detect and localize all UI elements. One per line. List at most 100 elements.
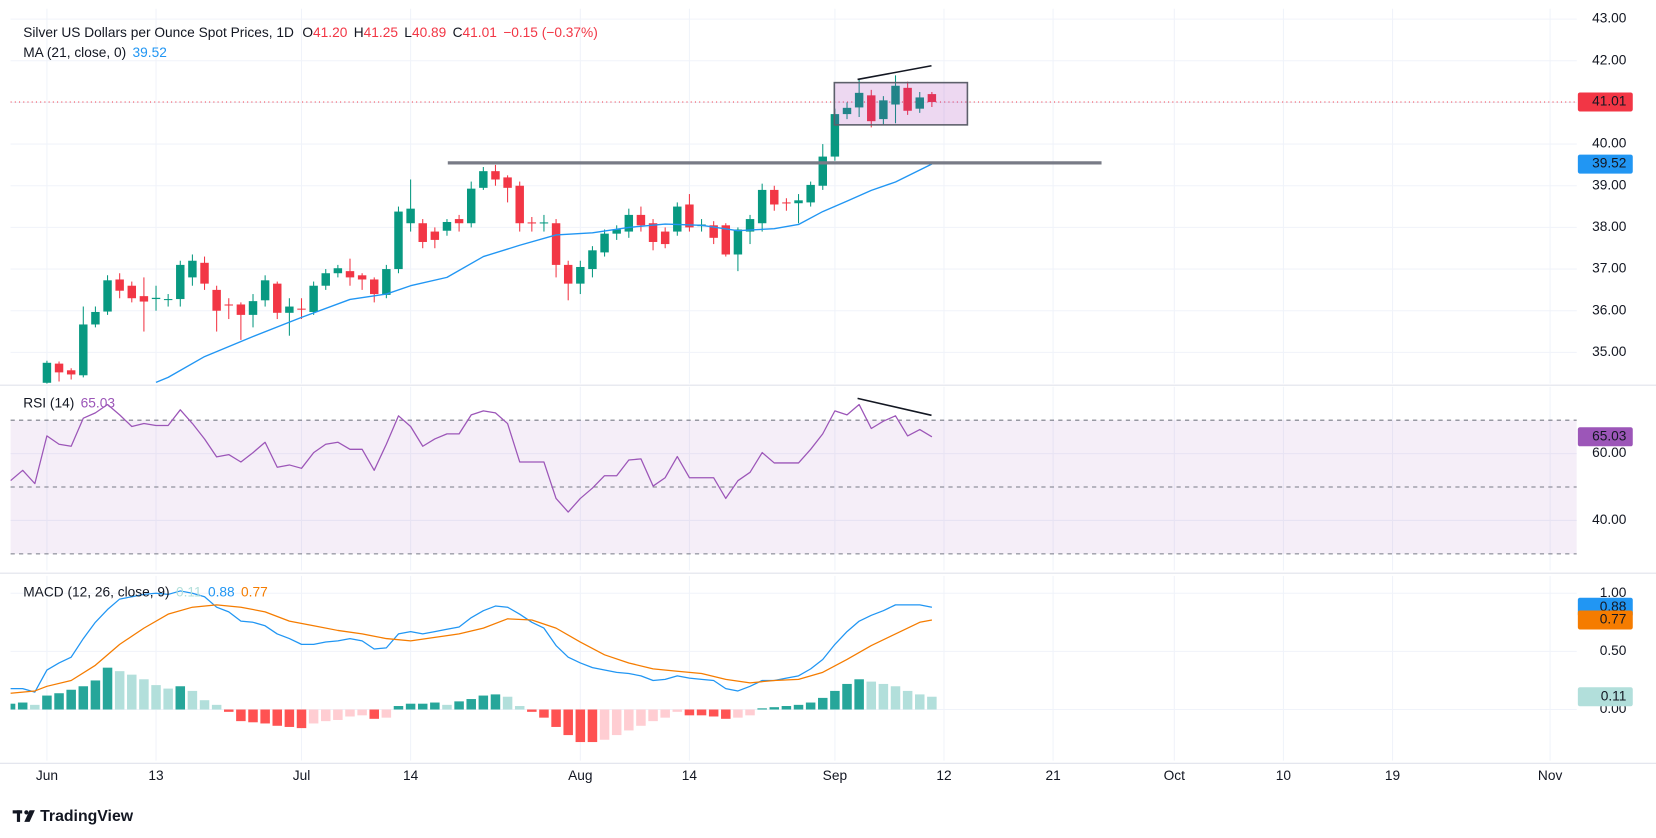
candle-body bbox=[321, 273, 330, 286]
histogram-bar bbox=[866, 681, 877, 710]
histogram-bar bbox=[90, 680, 101, 710]
ma-line bbox=[155, 163, 933, 383]
legend-name: MA (21, close, 0) bbox=[23, 45, 126, 60]
histogram-bar bbox=[563, 709, 573, 736]
histogram-bar bbox=[30, 704, 40, 710]
histogram-bar bbox=[66, 689, 76, 710]
histogram-bar bbox=[417, 703, 428, 710]
x-tick-label: Jul bbox=[293, 768, 311, 783]
histogram-bar bbox=[224, 709, 234, 712]
histogram-bar bbox=[466, 699, 476, 710]
y-tick-label: 37.00 bbox=[1592, 261, 1627, 276]
histogram-bar bbox=[369, 709, 379, 719]
histogram-bar bbox=[284, 709, 295, 727]
histogram-bar bbox=[502, 696, 513, 710]
y-tick-label: 40.00 bbox=[1592, 512, 1627, 527]
brand: TradingView bbox=[40, 808, 134, 825]
candle-body bbox=[721, 225, 731, 255]
x-tick-label: Jun bbox=[36, 768, 58, 783]
y-tick-label: 60.00 bbox=[1592, 445, 1627, 460]
y-tick-label: 39.00 bbox=[1592, 177, 1627, 192]
candle-body bbox=[103, 280, 112, 312]
histogram-bar bbox=[333, 709, 343, 720]
legend-value: 0.88 bbox=[208, 584, 235, 599]
histogram-bar bbox=[781, 706, 792, 710]
legend-name: MACD (12, 26, close, 9) bbox=[23, 584, 169, 599]
candle-body bbox=[903, 87, 912, 111]
symbol-title: Silver US Dollars per Ounce Spot Prices,… bbox=[23, 25, 294, 40]
candle-body bbox=[394, 211, 403, 270]
value-badge bbox=[1577, 154, 1633, 174]
candle-body bbox=[309, 285, 318, 312]
candle-body bbox=[188, 260, 197, 278]
value-badge bbox=[1577, 92, 1633, 112]
histogram-bar bbox=[818, 697, 828, 710]
histogram-bar bbox=[696, 709, 707, 716]
ohlc-label: L bbox=[404, 25, 412, 40]
x-tick-label: Sep bbox=[823, 768, 848, 783]
candle-body bbox=[345, 271, 355, 278]
histogram-bar bbox=[405, 703, 416, 710]
ohlc-label: C bbox=[453, 25, 463, 40]
histogram-bar bbox=[721, 709, 731, 719]
price-badges: 39.52 41.01 65.03 0.11 0.880.77 bbox=[1577, 92, 1633, 707]
signal-line bbox=[10, 604, 933, 694]
candle-body bbox=[879, 100, 888, 120]
legend-value: 0.11 bbox=[176, 584, 202, 599]
candle-body bbox=[66, 370, 76, 375]
x-tick-label: Nov bbox=[1538, 768, 1563, 783]
candle-body bbox=[357, 275, 367, 280]
histogram-bar bbox=[114, 671, 125, 710]
candle-body bbox=[624, 214, 634, 232]
candle-body bbox=[91, 311, 100, 325]
histogram-bar bbox=[514, 706, 525, 710]
histogram-bar bbox=[733, 709, 743, 718]
histogram-bar bbox=[17, 702, 28, 710]
histogram-bar bbox=[151, 685, 161, 710]
candle-body bbox=[588, 250, 597, 270]
legend-value: 0.77 bbox=[241, 584, 268, 599]
ohlc-value: 40.89 bbox=[412, 25, 446, 40]
histogram-bar bbox=[769, 707, 780, 710]
candle-body bbox=[709, 225, 718, 238]
candle-body bbox=[151, 297, 161, 300]
histogram-bar bbox=[320, 709, 331, 722]
rsi-legend: RSI (14) 65.03 bbox=[23, 395, 115, 410]
histogram-bar bbox=[187, 690, 198, 710]
y-tick-label: 36.00 bbox=[1592, 302, 1627, 317]
histogram-bar bbox=[551, 709, 561, 727]
ohlc-value: 41.01 bbox=[463, 25, 497, 40]
candle-body bbox=[382, 269, 391, 295]
candle-body bbox=[636, 214, 646, 226]
candle-body bbox=[176, 264, 185, 300]
y-tick-label: 0.50 bbox=[1600, 643, 1627, 658]
candle-body bbox=[212, 289, 221, 311]
candle-body bbox=[733, 229, 743, 255]
histogram-bar bbox=[272, 709, 283, 726]
rsi-trend-line bbox=[857, 397, 932, 417]
candle-body bbox=[527, 222, 537, 224]
candle-body bbox=[576, 266, 585, 284]
y-tick-label: 42.00 bbox=[1592, 52, 1627, 67]
candle-body bbox=[139, 296, 149, 302]
price-pane bbox=[10, 75, 1577, 384]
candle-body bbox=[867, 95, 876, 122]
y-tick-label: 40.00 bbox=[1592, 136, 1627, 151]
candle-body bbox=[782, 202, 791, 204]
x-tick-label: 14 bbox=[403, 768, 419, 783]
candle-body bbox=[333, 268, 343, 274]
y-tick-label: 35.00 bbox=[1592, 344, 1627, 359]
histogram-bar bbox=[672, 709, 683, 712]
consolidation-box bbox=[833, 81, 969, 126]
ohlc-value: 41.20 bbox=[313, 25, 348, 40]
histogram-bar bbox=[139, 679, 149, 710]
value-badge-label: 0.88 bbox=[1600, 599, 1627, 614]
histogram-bar bbox=[793, 704, 804, 710]
candle-body bbox=[454, 219, 464, 224]
candle-body bbox=[442, 221, 452, 231]
candle-body bbox=[806, 184, 815, 203]
histogram-bar bbox=[478, 695, 489, 710]
